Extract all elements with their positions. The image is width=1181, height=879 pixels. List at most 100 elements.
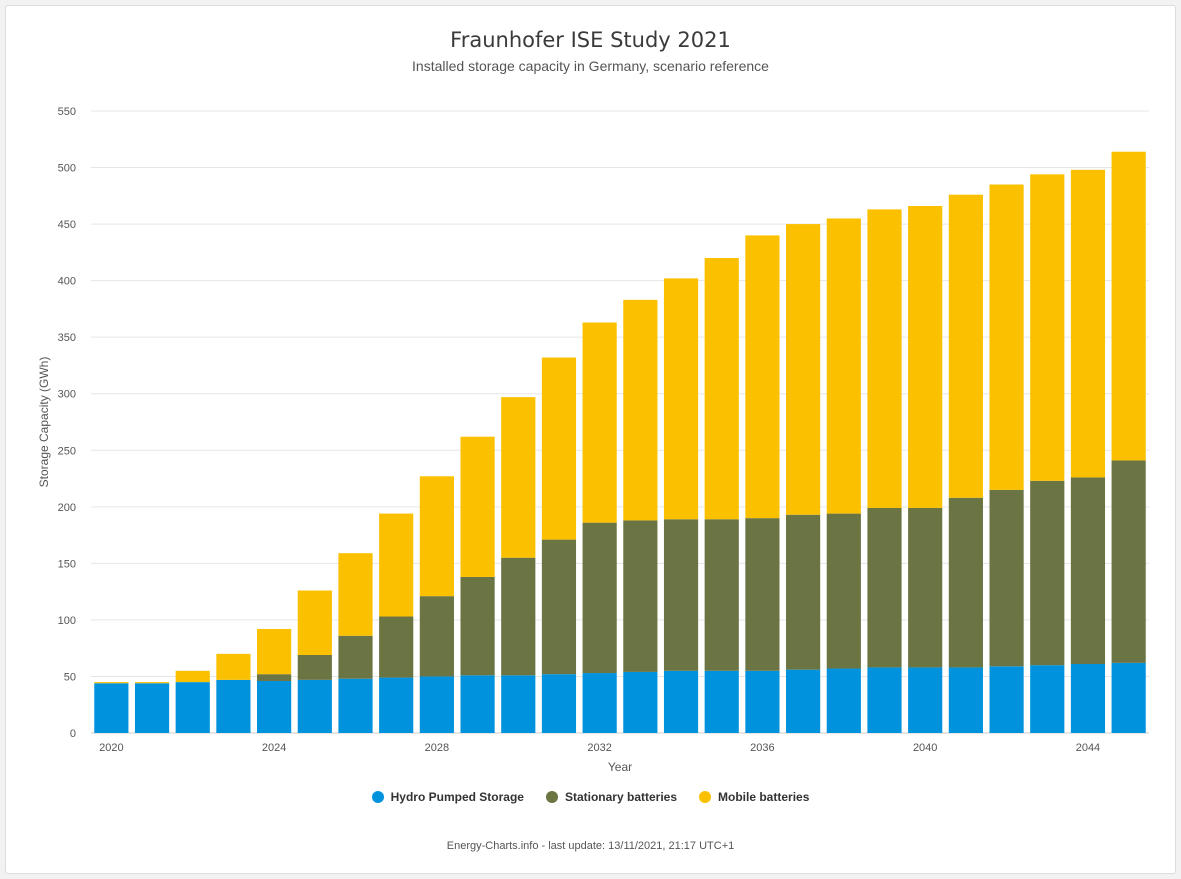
bar-hydro-pumped-storage-2043[interactable] <box>1030 665 1065 733</box>
bar-mobile-batteries-2027[interactable] <box>379 513 414 617</box>
bar-stationary-batteries-2027[interactable] <box>379 616 414 678</box>
bar-hydro-pumped-storage-2036[interactable] <box>745 670 780 733</box>
bar-stationary-batteries-2028[interactable] <box>419 596 454 677</box>
bar-mobile-batteries-2025[interactable] <box>297 590 332 655</box>
bar-mobile-batteries-2043[interactable] <box>1030 174 1065 481</box>
x-tick-label: 2044 <box>1076 742 1100 754</box>
y-axis-tick-labels: 0 50 100 150 200 250 300 350 400 450 500 550 <box>58 106 76 740</box>
legend: Hydro Pumped Storage Stationary batterie… <box>6 790 1175 804</box>
bar-hydro-pumped-storage-2028[interactable] <box>419 676 454 733</box>
bar-stationary-batteries-2033[interactable] <box>623 520 658 672</box>
legend-label: Mobile batteries <box>718 790 810 804</box>
legend-item-hydro-pumped-storage[interactable]: Hydro Pumped Storage <box>371 790 524 804</box>
bar-mobile-batteries-2032[interactable] <box>582 322 617 523</box>
bar-mobile-batteries-2044[interactable] <box>1070 169 1106 478</box>
legend-item-mobile-batteries[interactable]: Mobile batteries <box>699 790 809 804</box>
bar-stationary-batteries-2040[interactable] <box>908 507 943 668</box>
bar-mobile-batteries-2038[interactable] <box>826 218 861 514</box>
bar-mobile-batteries-2034[interactable] <box>663 278 699 520</box>
bar-hydro-pumped-storage-2022[interactable] <box>175 682 210 733</box>
bar-mobile-batteries-2026[interactable] <box>338 553 373 636</box>
bar-hydro-pumped-storage-2045[interactable] <box>1111 662 1146 733</box>
bar-stationary-batteries-2029[interactable] <box>460 576 495 676</box>
bar-mobile-batteries-2023[interactable] <box>216 653 251 680</box>
legend-marker-icon <box>699 791 712 803</box>
footer-credit: Energy-Charts.info - last update: 13/11/… <box>446 840 735 852</box>
bar-hydro-pumped-storage-2025[interactable] <box>297 679 332 733</box>
bar-mobile-batteries-2042[interactable] <box>989 184 1024 490</box>
bar-hydro-pumped-storage-2038[interactable] <box>826 668 861 733</box>
y-tick-label: 150 <box>58 558 76 570</box>
bar-mobile-batteries-2031[interactable] <box>541 357 577 540</box>
bar-mobile-batteries-2029[interactable] <box>460 436 495 577</box>
bar-stationary-batteries-2041[interactable] <box>948 497 983 668</box>
bar-mobile-batteries-2028[interactable] <box>419 476 454 597</box>
bar-stationary-batteries-2039[interactable] <box>867 507 902 668</box>
bar-stationary-batteries-2026[interactable] <box>338 635 373 679</box>
x-tick-label: 2036 <box>750 742 774 754</box>
bar-hydro-pumped-storage-2035[interactable] <box>704 670 739 733</box>
bar-hydro-pumped-storage-2044[interactable] <box>1070 664 1106 733</box>
bar-mobile-batteries-2040[interactable] <box>908 206 943 508</box>
legend-marker-icon <box>545 791 558 803</box>
bar-hydro-pumped-storage-2026[interactable] <box>338 678 373 733</box>
x-axis-tick-labels: 2020 2024 2028 2032 2036 2040 2044 <box>99 742 1100 754</box>
bar-mobile-batteries-2024[interactable] <box>257 628 292 675</box>
bar-mobile-batteries-2020[interactable] <box>94 682 129 684</box>
bar-hydro-pumped-storage-2039[interactable] <box>867 667 902 733</box>
bar-hydro-pumped-storage-2023[interactable] <box>216 679 251 733</box>
bar-mobile-batteries-2022[interactable] <box>175 670 210 683</box>
bar-hydro-pumped-storage-2034[interactable] <box>663 670 699 733</box>
bar-hydro-pumped-storage-2040[interactable] <box>908 667 943 733</box>
bar-mobile-batteries-2036[interactable] <box>745 235 780 519</box>
bars <box>94 151 1146 733</box>
bar-mobile-batteries-2030[interactable] <box>501 397 536 558</box>
bar-stationary-batteries-2030[interactable] <box>501 557 536 676</box>
bar-stationary-batteries-2042[interactable] <box>989 489 1024 667</box>
y-tick-label: 400 <box>58 276 76 288</box>
bar-stationary-batteries-2031[interactable] <box>541 539 577 675</box>
bar-hydro-pumped-storage-2032[interactable] <box>582 673 617 733</box>
bar-stationary-batteries-2038[interactable] <box>826 513 861 669</box>
bar-stationary-batteries-2024[interactable] <box>257 674 292 681</box>
bar-stationary-batteries-2035[interactable] <box>704 519 739 671</box>
y-tick-label: 0 <box>70 728 76 740</box>
bar-mobile-batteries-2033[interactable] <box>623 299 658 521</box>
bar-stationary-batteries-2036[interactable] <box>745 518 780 671</box>
bar-hydro-pumped-storage-2020[interactable] <box>94 683 129 733</box>
bar-hydro-pumped-storage-2030[interactable] <box>501 675 536 733</box>
legend-item-stationary-batteries[interactable]: Stationary batteries <box>545 790 677 804</box>
bar-hydro-pumped-storage-2031[interactable] <box>541 674 577 733</box>
bar-stationary-batteries-2044[interactable] <box>1070 477 1106 665</box>
bar-stationary-batteries-2045[interactable] <box>1111 460 1146 663</box>
y-tick-label: 100 <box>58 615 76 627</box>
bar-stationary-batteries-2037[interactable] <box>786 514 821 670</box>
bar-hydro-pumped-storage-2033[interactable] <box>623 671 658 733</box>
legend-marker-icon <box>371 791 384 803</box>
y-tick-label: 550 <box>58 106 76 118</box>
bar-mobile-batteries-2045[interactable] <box>1111 151 1146 461</box>
bar-mobile-batteries-2039[interactable] <box>867 209 902 508</box>
chart-card: Fraunhofer ISE Study 2021 Installed stor… <box>5 5 1176 874</box>
bar-hydro-pumped-storage-2037[interactable] <box>786 669 821 733</box>
bar-mobile-batteries-2041[interactable] <box>948 194 983 498</box>
x-axis-label: Year <box>608 760 632 774</box>
bar-hydro-pumped-storage-2024[interactable] <box>257 680 292 733</box>
y-tick-label: 200 <box>58 502 76 514</box>
bar-hydro-pumped-storage-2021[interactable] <box>134 683 170 733</box>
bar-hydro-pumped-storage-2042[interactable] <box>989 666 1024 733</box>
bar-mobile-batteries-2035[interactable] <box>704 258 739 520</box>
chart-title: Fraunhofer ISE Study 2021 <box>450 28 731 52</box>
bar-stationary-batteries-2034[interactable] <box>663 519 699 671</box>
y-tick-label: 500 <box>58 163 76 175</box>
bar-mobile-batteries-2037[interactable] <box>786 224 821 515</box>
bar-mobile-batteries-2021[interactable] <box>134 682 170 684</box>
bar-hydro-pumped-storage-2029[interactable] <box>460 675 495 733</box>
x-tick-label: 2024 <box>262 742 286 754</box>
bar-stationary-batteries-2043[interactable] <box>1030 480 1065 666</box>
bar-hydro-pumped-storage-2027[interactable] <box>379 677 414 733</box>
bar-stationary-batteries-2025[interactable] <box>297 654 332 680</box>
bar-stationary-batteries-2032[interactable] <box>582 522 617 674</box>
y-tick-label: 350 <box>58 332 76 344</box>
bar-hydro-pumped-storage-2041[interactable] <box>948 667 983 733</box>
